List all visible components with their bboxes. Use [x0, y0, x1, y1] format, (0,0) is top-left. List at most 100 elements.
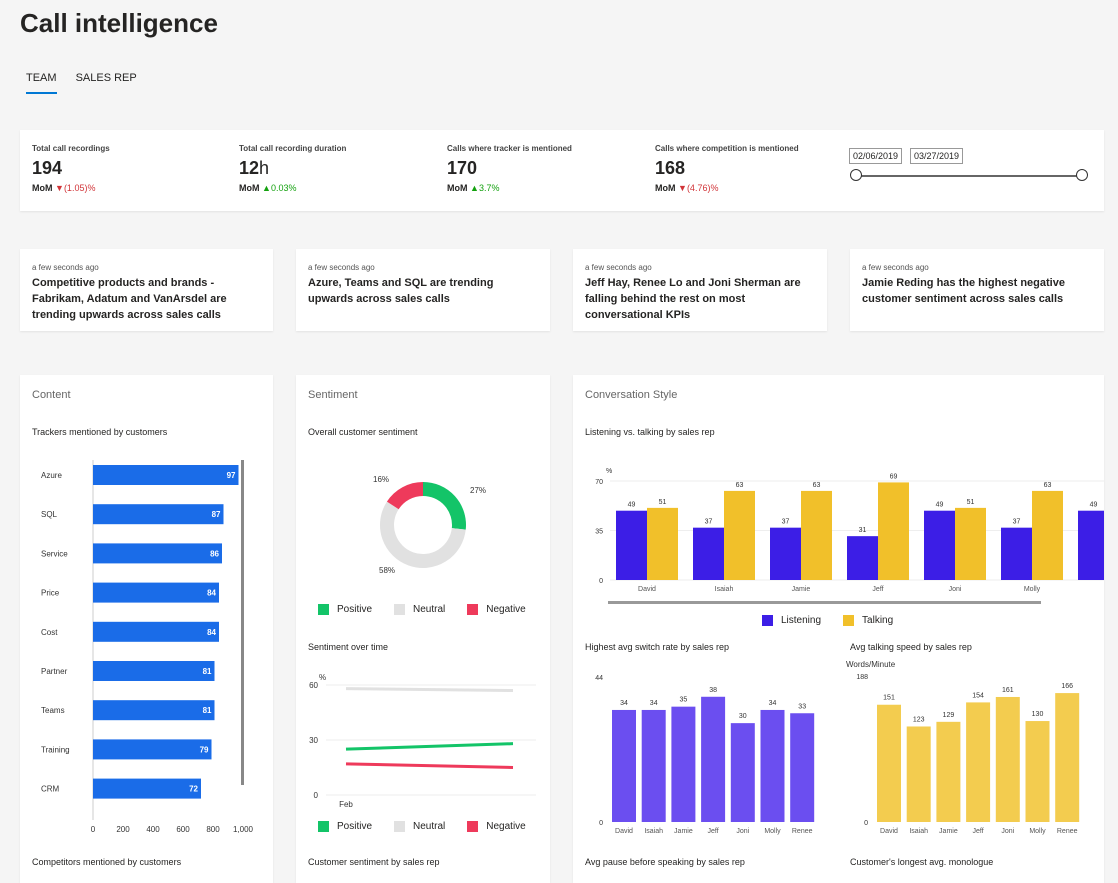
x-tick-label: 800 [206, 825, 220, 834]
data-label: 35 [680, 697, 688, 704]
category-label: Price [41, 589, 60, 598]
legend-positive[interactable]: Positive [318, 821, 372, 832]
legend-neutral[interactable]: Neutral [394, 821, 445, 832]
data-label: 38 [709, 687, 717, 694]
insight-card[interactable]: a few seconds ago Jeff Hay, Renee Lo and… [573, 249, 827, 331]
data-label: 51 [967, 499, 975, 506]
chart-title: Avg pause before speaking by sales rep [585, 857, 745, 867]
bar [701, 696, 726, 822]
category-label: Partner [41, 667, 68, 676]
sentiment-donut-chart: 27% 58% 16% [373, 475, 486, 575]
positive-swatch [318, 821, 329, 832]
data-label: 49 [936, 502, 944, 509]
date-slider-end-handle[interactable] [1076, 169, 1088, 181]
y-axis-unit: Words/Minute [846, 660, 896, 669]
start-date-input[interactable]: 02/06/2019 [849, 148, 903, 164]
insight-text: Jeff Hay, Renee Lo and Joni Sherman are … [585, 277, 801, 321]
insight-card[interactable]: a few seconds ago Competitive products a… [20, 249, 273, 331]
legend-negative[interactable]: Negative [467, 821, 526, 832]
up-arrow-icon: ▲ [262, 183, 271, 193]
x-tick-label: 0 [91, 825, 96, 834]
tab-bar: TEAM SALES REP [26, 72, 137, 94]
y-tick-label: 0 [864, 820, 868, 827]
tracker-bar [93, 661, 215, 681]
category-label: Service [41, 549, 68, 558]
data-label: 63 [736, 482, 744, 489]
data-label: 37 [1013, 519, 1021, 526]
legend-negative[interactable]: Negative [467, 604, 526, 615]
legend-listening[interactable]: Listening [762, 615, 821, 626]
tab-sales-rep[interactable]: SALES REP [75, 72, 137, 84]
x-tick-label: Isaiah [909, 828, 928, 835]
insight-time: a few seconds ago [585, 263, 652, 272]
sentiment-legend-2: Positive Neutral Negative [318, 821, 526, 832]
date-slider-start-handle[interactable] [850, 169, 862, 181]
insight-card[interactable]: a few seconds ago Jamie Reding has the h… [850, 249, 1104, 331]
category-label: Azure [41, 471, 62, 480]
insight-card[interactable]: a few seconds ago Azure, Teams and SQL a… [296, 249, 550, 331]
kpi-value: 168 [655, 158, 686, 178]
x-tick-label: Molly [1029, 828, 1046, 835]
kpi-competition-mentioned: Calls where competition is mentioned 168… [655, 144, 799, 193]
x-tick-label: Renee [792, 828, 813, 835]
conversation-legend: Listening Talking [762, 615, 893, 626]
series-line-neutral [345, 687, 514, 692]
kpi-label: Total call recordings [32, 144, 110, 153]
bar-listening [770, 527, 801, 580]
legend-neutral[interactable]: Neutral [394, 604, 445, 615]
y-axis-unit: % [319, 673, 326, 682]
data-label: 72 [189, 785, 198, 794]
data-label: 31 [859, 527, 867, 534]
insight-time: a few seconds ago [862, 263, 929, 272]
legend-positive[interactable]: Positive [318, 604, 372, 615]
negative-swatch [467, 821, 479, 832]
bar [760, 709, 785, 822]
legend-talking[interactable]: Talking [843, 615, 893, 626]
y-tick-label: 44 [595, 675, 603, 682]
x-tick-label: Isaiah [644, 828, 663, 835]
chart-title: Listening vs. talking by sales rep [585, 427, 715, 437]
bar-listening [616, 510, 647, 580]
donut-slice-neutral [380, 501, 466, 568]
trackers-bar-chart: Azure 97 SQL 87 Service 86 Price 84 Cost 84 Partne… [41, 460, 254, 834]
bar [671, 706, 696, 822]
tracker-bar [93, 465, 239, 485]
bar [995, 696, 1020, 822]
bar [906, 726, 931, 822]
bar-talking [955, 507, 986, 580]
x-tick-label: Renee [1057, 828, 1078, 835]
data-label: 49 [628, 502, 636, 509]
x-tick-label: David [880, 828, 898, 835]
bar [936, 721, 961, 822]
donut-slice-negative [386, 482, 424, 510]
bar [966, 702, 991, 822]
x-tick-label: 400 [146, 825, 160, 834]
tab-team[interactable]: TEAM [26, 72, 57, 94]
neutral-swatch [394, 604, 406, 615]
tracker-bar [93, 582, 219, 603]
x-tick-label: Jamie [939, 828, 958, 835]
insight-time: a few seconds ago [32, 263, 99, 272]
chart-title: Avg talking speed by sales rep [850, 642, 972, 652]
bar-listening [847, 536, 878, 580]
end-date-input[interactable]: 03/27/2019 [910, 148, 964, 164]
talking-swatch [843, 615, 855, 626]
page-title: Call intelligence [20, 8, 218, 38]
data-label: 63 [1044, 482, 1052, 489]
category-label: CRM [41, 785, 60, 794]
conversation-style-panel: Conversation Style Listening vs. talking… [573, 375, 1104, 883]
panel-title: Conversation Style [585, 389, 678, 401]
x-tick-label: Jeff [708, 828, 719, 835]
date-slider-track[interactable] [856, 175, 1083, 177]
kpi-recording-duration: Total call recording duration 12h MoM ▲0… [239, 144, 346, 193]
x-tick-label: Jeff [872, 586, 883, 593]
tracker-bar [93, 543, 222, 564]
y-tick-label: 188 [856, 674, 868, 681]
kpi-total-recordings: Total call recordings 194 MoM ▼(1.05)% [32, 144, 110, 193]
chart-title: Highest avg switch rate by sales rep [585, 642, 730, 652]
y-tick-label: 0 [599, 578, 603, 585]
slice-label: 58% [379, 566, 395, 575]
x-tick-label: 600 [176, 825, 190, 834]
data-label: 129 [943, 712, 955, 719]
data-label: 79 [200, 745, 209, 754]
